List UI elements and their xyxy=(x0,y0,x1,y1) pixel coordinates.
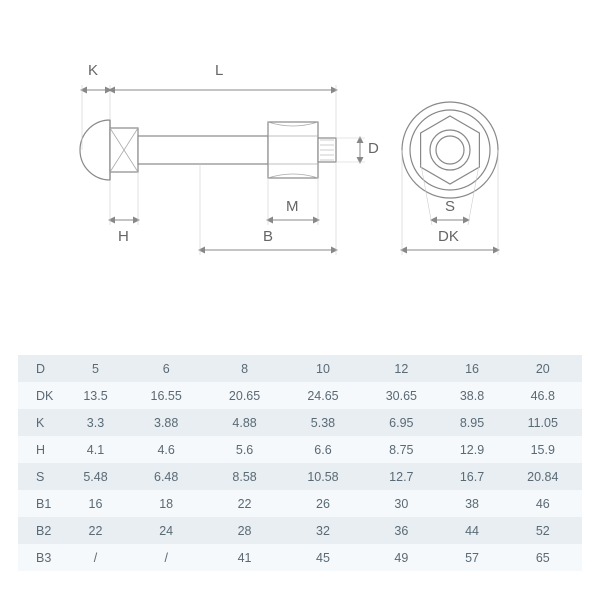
cell: 13.5 xyxy=(64,382,127,409)
cell: 22 xyxy=(64,517,127,544)
row-header: B3 xyxy=(18,544,64,571)
cell: 16.7 xyxy=(441,463,504,490)
table-row: B222242832364452 xyxy=(18,517,582,544)
row-header: D xyxy=(18,355,64,382)
bolt-svg xyxy=(50,50,550,310)
table-row: DK13.516.5520.6524.6530.6538.846.8 xyxy=(18,382,582,409)
row-header: S xyxy=(18,463,64,490)
cell: 18 xyxy=(127,490,205,517)
cell: 52 xyxy=(504,517,582,544)
cell: 8 xyxy=(205,355,283,382)
cell: 3.3 xyxy=(64,409,127,436)
cell: 46.8 xyxy=(504,382,582,409)
label-b: B xyxy=(263,228,273,245)
cell: 20.84 xyxy=(504,463,582,490)
cell: 12.7 xyxy=(362,463,440,490)
cell: 5.48 xyxy=(64,463,127,490)
cell: 8.95 xyxy=(441,409,504,436)
table-row: H4.14.65.66.68.7512.915.9 xyxy=(18,436,582,463)
cell: 65 xyxy=(504,544,582,571)
bolt-diagram: K L H M B D S DK xyxy=(50,50,550,310)
label-s: S xyxy=(445,198,455,215)
cell: 5.6 xyxy=(205,436,283,463)
row-header: K xyxy=(18,409,64,436)
cell: 57 xyxy=(441,544,504,571)
cell: 20 xyxy=(504,355,582,382)
row-header: B2 xyxy=(18,517,64,544)
row-header: DK xyxy=(18,382,64,409)
cell: 24.65 xyxy=(284,382,362,409)
label-k: K xyxy=(88,62,98,79)
cell: 20.65 xyxy=(205,382,283,409)
cell: 32 xyxy=(284,517,362,544)
cell: 6.95 xyxy=(362,409,440,436)
cell: 5 xyxy=(64,355,127,382)
cell: 5.38 xyxy=(284,409,362,436)
cell: 46 xyxy=(504,490,582,517)
cell: 6.6 xyxy=(284,436,362,463)
cell: 30 xyxy=(362,490,440,517)
row-header: H xyxy=(18,436,64,463)
dimensions-table: D56810121620DK13.516.5520.6524.6530.6538… xyxy=(18,355,582,571)
cell: 45 xyxy=(284,544,362,571)
dimensions-table-wrap: D56810121620DK13.516.5520.6524.6530.6538… xyxy=(18,355,582,571)
cell: 6.48 xyxy=(127,463,205,490)
cell: 10.58 xyxy=(284,463,362,490)
cell: 4.88 xyxy=(205,409,283,436)
cell: 11.05 xyxy=(504,409,582,436)
table-row: B116182226303846 xyxy=(18,490,582,517)
cell: 15.9 xyxy=(504,436,582,463)
cell: 44 xyxy=(441,517,504,544)
cell: 16 xyxy=(64,490,127,517)
cell: 28 xyxy=(205,517,283,544)
row-header: B1 xyxy=(18,490,64,517)
cell: 4.1 xyxy=(64,436,127,463)
cell: 8.75 xyxy=(362,436,440,463)
cell: 38 xyxy=(441,490,504,517)
table-row: K3.33.884.885.386.958.9511.05 xyxy=(18,409,582,436)
table-row: B3//4145495765 xyxy=(18,544,582,571)
cell: 24 xyxy=(127,517,205,544)
cell: 3.88 xyxy=(127,409,205,436)
cell: 49 xyxy=(362,544,440,571)
label-m: M xyxy=(286,198,299,215)
cell: / xyxy=(64,544,127,571)
table-row: S5.486.488.5810.5812.716.720.84 xyxy=(18,463,582,490)
cell: / xyxy=(127,544,205,571)
cell: 6 xyxy=(127,355,205,382)
cell: 16 xyxy=(441,355,504,382)
cell: 22 xyxy=(205,490,283,517)
label-h: H xyxy=(118,228,129,245)
label-dk: DK xyxy=(438,228,459,245)
cell: 4.6 xyxy=(127,436,205,463)
cell: 30.65 xyxy=(362,382,440,409)
cell: 12.9 xyxy=(441,436,504,463)
cell: 10 xyxy=(284,355,362,382)
cell: 41 xyxy=(205,544,283,571)
cell: 16.55 xyxy=(127,382,205,409)
cell: 36 xyxy=(362,517,440,544)
cell: 38.8 xyxy=(441,382,504,409)
cell: 8.58 xyxy=(205,463,283,490)
cell: 26 xyxy=(284,490,362,517)
table-row: D56810121620 xyxy=(18,355,582,382)
label-d: D xyxy=(368,140,379,157)
cell: 12 xyxy=(362,355,440,382)
label-l: L xyxy=(215,62,223,79)
